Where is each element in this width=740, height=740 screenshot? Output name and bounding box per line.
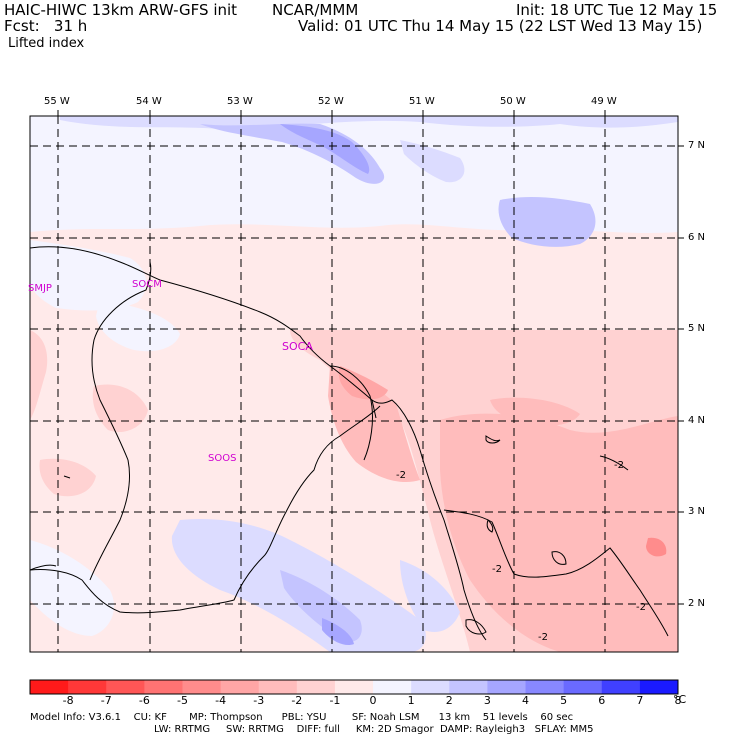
axis-ticks <box>57 110 684 605</box>
colorbar-swatch <box>563 680 603 694</box>
model-info-line1: Model Info: V3.6.1 CU: KF MP: Thompson P… <box>30 712 574 723</box>
colorbar-label: -3 <box>253 694 265 707</box>
colorbar-label: -6 <box>138 694 150 707</box>
colorbar-label: 4 <box>522 694 530 707</box>
coastlines-borders <box>30 246 669 641</box>
colorbar-label: 3 <box>483 694 491 707</box>
contour-label: -2 <box>538 632 548 643</box>
field-band-21 <box>30 540 114 636</box>
field-name: Lifted index <box>8 36 85 51</box>
colorbar-swatch <box>373 680 412 694</box>
station-socm: SOCM <box>132 279 162 290</box>
colorbar-label: -4 <box>215 694 227 707</box>
colorbar-swatch <box>220 680 260 694</box>
colorbar-swatch <box>30 680 69 694</box>
colorbar-frame <box>29 679 679 695</box>
colorbar-swatch <box>601 680 641 694</box>
colorbar-swatch <box>68 680 107 694</box>
colorbar-label: -8 <box>62 694 74 707</box>
colorbar-swatch <box>182 680 222 694</box>
field-band-19 <box>280 570 362 642</box>
field-band-10 <box>92 384 148 432</box>
lon-label-50w: 50 W <box>500 96 526 107</box>
colorbar-swatch <box>525 680 565 694</box>
colorbar-label: -7 <box>100 694 112 707</box>
colorbar-swatch <box>639 680 679 694</box>
colorbar-label: 8 <box>674 694 682 707</box>
colorbar-swatch <box>106 680 145 694</box>
colorbar-swatch <box>411 680 450 694</box>
field-band-20 <box>322 618 354 646</box>
field-band-5 <box>400 140 465 183</box>
colorbar-swatch <box>144 680 183 694</box>
valid-time: Valid: 01 UTC Thu 14 May 15 (22 LST Wed … <box>298 17 703 35</box>
colorbar-swatch <box>487 680 527 694</box>
field-band-14 <box>440 413 678 652</box>
field-band-9 <box>30 330 48 420</box>
lifted-index-field <box>30 116 678 652</box>
init-time: Init: 18 UTC Tue 12 May 15 <box>516 1 718 19</box>
colorbar-label: 7 <box>636 694 644 707</box>
colorbar <box>29 679 679 695</box>
colorbar-label: 5 <box>560 694 568 707</box>
field-band-15 <box>490 397 580 426</box>
forecast-hour: Fcst: 31 h <box>4 17 88 35</box>
lat-label-6n: 6 N <box>688 232 706 243</box>
lon-label-54w: 54 W <box>136 96 162 107</box>
contour-label: -2 <box>492 564 502 575</box>
colorbar-label: 0 <box>369 694 377 707</box>
lon-label-53w: 53 W <box>227 96 253 107</box>
graticule <box>30 116 678 652</box>
colorbar-label: 2 <box>445 694 453 707</box>
field-band-22 <box>400 560 460 632</box>
lat-label-3n: 3 N <box>688 506 706 517</box>
lat-label-7n: 7 N <box>688 140 706 151</box>
organization: NCAR/MMM <box>272 1 359 19</box>
field-band-8 <box>96 300 180 352</box>
model-info-line2: LW: RRTMG SW: RRTMG DIFF: full KM: 2D Sm… <box>154 724 594 735</box>
field-band-4 <box>280 124 370 174</box>
colorbar-swatch <box>449 680 488 694</box>
station-soca: SOCA <box>282 340 313 353</box>
lon-label-55w: 55 W <box>44 96 70 107</box>
contour-label: -2 <box>636 602 646 613</box>
colorbar-swatch <box>296 680 336 694</box>
contour-label: -2 <box>396 470 406 481</box>
model-title: HAIC-HIWC 13km ARW-GFS init <box>4 1 238 19</box>
colorbar-label: -2 <box>291 694 303 707</box>
colorbar-unit: °C <box>673 693 687 706</box>
lon-label-49w: 49 W <box>591 96 617 107</box>
lon-label-52w: 52 W <box>318 96 344 107</box>
colorbar-label: -5 <box>176 694 188 707</box>
colorbar-swatch <box>258 680 298 694</box>
field-band-16 <box>646 537 667 557</box>
field-band-6 <box>498 197 596 247</box>
lat-label-4n: 4 N <box>688 415 706 426</box>
station-soos: SOOS <box>208 453 237 464</box>
contour-label: -2 <box>614 460 624 471</box>
lat-label-2n: 2 N <box>688 598 706 609</box>
colorbar-label: -1 <box>329 694 341 707</box>
lat-label-5n: 5 N <box>688 323 706 334</box>
colorbar-swatch <box>334 680 374 694</box>
station-smjp: SMJP <box>28 283 52 294</box>
colorbar-label: 6 <box>598 694 606 707</box>
field-band-7 <box>30 240 147 311</box>
lon-label-51w: 51 W <box>409 96 435 107</box>
field-band-17 <box>338 366 388 400</box>
colorbar-label: 1 <box>407 694 415 707</box>
map-frame <box>29 115 679 653</box>
